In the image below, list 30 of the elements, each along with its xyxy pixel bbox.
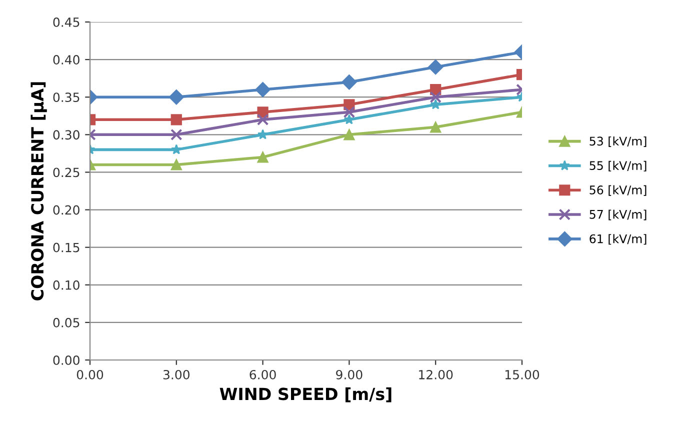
- x-tick-label: 3.00: [163, 370, 190, 380]
- x-tick-label: 15.00: [505, 370, 540, 380]
- y-tick-label: 0.35: [53, 92, 80, 102]
- point: [255, 82, 270, 98]
- x-axis-title: WIND SPEED [m/s]: [220, 387, 392, 402]
- legend-label: 57 [kV/m]: [590, 210, 646, 220]
- point: [342, 74, 357, 90]
- point: [343, 106, 356, 118]
- y-tick-label: 0.10: [53, 280, 80, 290]
- y-tick-label: 0.05: [53, 318, 80, 328]
- y-tick-label: 0.45: [53, 17, 80, 27]
- point: [344, 129, 355, 140]
- y-tick-label: 0.30: [53, 130, 80, 140]
- legend-label: 56 [kV/m]: [590, 185, 646, 196]
- y-tick-label: 0.25: [53, 168, 80, 178]
- legend-label: 55 [kV/m]: [590, 160, 646, 172]
- x-tick-label: 6.00: [250, 370, 276, 380]
- x-tick-label: 12.00: [419, 370, 453, 380]
- y-axis-title: CORONA CURRENT [µA]: [30, 82, 47, 300]
- y-tick-label: 0.00: [53, 355, 80, 365]
- x-tick-label: 0.00: [76, 370, 104, 380]
- y-tick-label: 0.15: [53, 242, 80, 252]
- y-tick-label: 0.20: [53, 205, 80, 215]
- y-tick-label: 0.40: [53, 55, 80, 64]
- legend-label: 53 [kV/m]: [590, 136, 646, 147]
- point: [257, 129, 268, 140]
- point: [256, 114, 269, 126]
- legend-label: 61 [kV/m]: [590, 234, 646, 245]
- x-tick-label: 9.00: [336, 370, 362, 380]
- point: [257, 152, 268, 163]
